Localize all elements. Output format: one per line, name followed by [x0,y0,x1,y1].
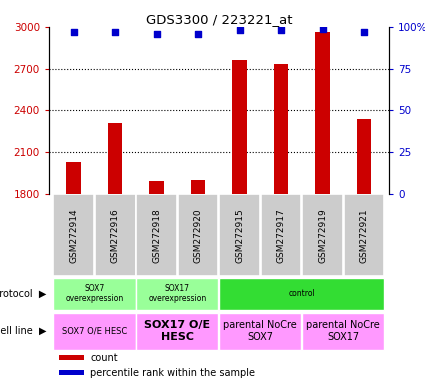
Text: GSM272918: GSM272918 [152,208,161,263]
Point [236,27,243,33]
Text: GSM272917: GSM272917 [277,208,286,263]
Point [71,29,77,35]
Bar [66,162,81,194]
Point [195,30,201,36]
Text: GSM272919: GSM272919 [318,208,327,263]
Bar [59,355,84,360]
Text: GSM272915: GSM272915 [235,208,244,263]
Bar [219,313,301,350]
Point [319,25,326,31]
Text: GSM272920: GSM272920 [194,208,203,263]
Text: percentile rank within the sample: percentile rank within the sample [91,367,255,378]
Bar [136,194,177,276]
Bar [219,278,384,310]
Bar [54,194,94,276]
Bar [108,123,122,194]
Bar [261,194,301,276]
Bar [54,278,136,310]
Bar [315,32,330,194]
Text: protocol  ▶: protocol ▶ [0,289,47,299]
Bar [54,313,136,350]
Text: control: control [289,289,315,298]
Bar [150,181,164,194]
Text: parental NoCre
SOX17: parental NoCre SOX17 [306,320,380,342]
Bar [302,194,343,276]
Bar [59,370,84,375]
Bar [136,278,218,310]
Point [278,27,284,33]
Text: SOX17 O/E
HESC: SOX17 O/E HESC [144,320,210,342]
Text: cell line  ▶: cell line ▶ [0,326,47,336]
Text: SOX7 O/E HESC: SOX7 O/E HESC [62,327,127,336]
Bar [344,194,384,276]
Text: SOX7
overexpression: SOX7 overexpression [65,284,124,303]
Bar [219,194,260,276]
Bar [302,313,384,350]
Point [153,30,160,36]
Bar [232,60,247,194]
Bar [95,194,136,276]
Bar [191,180,205,194]
Bar [274,65,288,194]
Point [112,29,119,35]
Point [360,29,367,35]
Text: parental NoCre
SOX7: parental NoCre SOX7 [224,320,297,342]
Text: GSM272921: GSM272921 [360,208,368,263]
Title: GDS3300 / 223221_at: GDS3300 / 223221_at [146,13,292,26]
Bar [178,194,218,276]
Text: GSM272916: GSM272916 [111,208,120,263]
Text: SOX17
overexpression: SOX17 overexpression [148,284,207,303]
Text: GSM272914: GSM272914 [69,208,78,263]
Bar [357,119,371,194]
Bar [136,313,218,350]
Text: count: count [91,353,118,363]
